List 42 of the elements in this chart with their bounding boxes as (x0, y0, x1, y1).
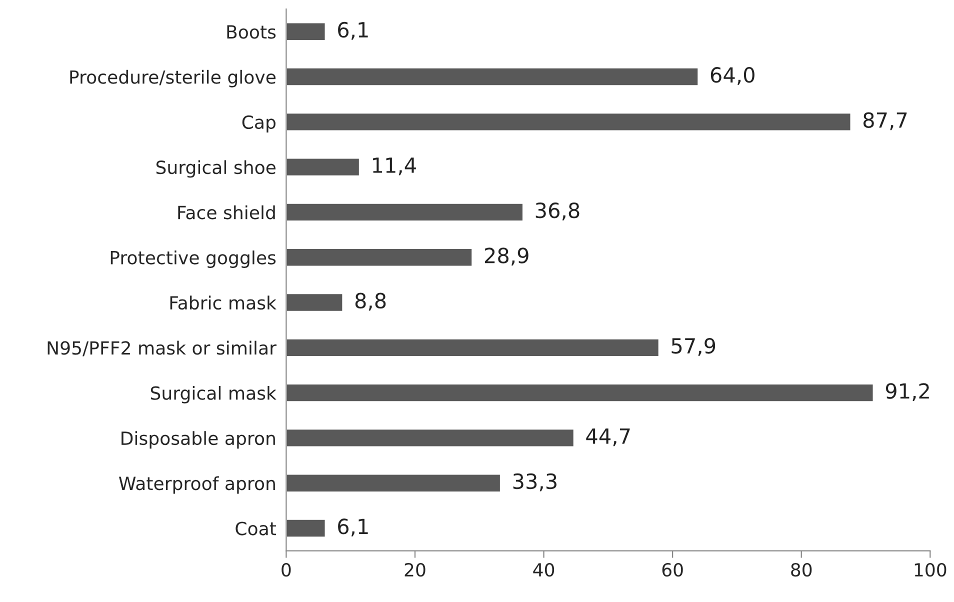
y-tick-label: Cap (242, 115, 276, 133)
bar (286, 518, 326, 538)
bar (286, 157, 360, 177)
data-label: 11,4 (373, 158, 416, 176)
bar (286, 383, 874, 403)
x-tick-label: 20 (404, 562, 426, 577)
data-label: 91,2 (886, 383, 929, 401)
data-label: 57,9 (672, 338, 716, 356)
bar (286, 248, 473, 268)
y-tick-label: Face shield (178, 205, 275, 220)
y-tick-label: Fabric mask (170, 296, 276, 310)
x-tick-label: 60 (662, 562, 683, 577)
bar (286, 202, 524, 222)
bar (286, 338, 660, 358)
y-tick-label: Boots (227, 25, 276, 39)
y-tick-label: Surgical mask (150, 386, 276, 404)
bar (286, 292, 344, 312)
y-tick-label: Procedure/sterile glove (70, 70, 276, 88)
data-label: 36,8 (536, 202, 580, 220)
bar (286, 473, 502, 493)
y-tick-label: Surgical shoe (156, 160, 276, 178)
bar (286, 112, 852, 132)
x-tick-label: 0 (282, 562, 291, 577)
y-tick-label: Disposable apron (122, 431, 275, 449)
x-tick-label: 80 (791, 562, 812, 577)
data-label: 6,1 (338, 22, 368, 40)
data-label: 28,9 (484, 248, 528, 266)
y-tick-label: Protective goggles (110, 250, 276, 268)
y-tick-label: Coat (236, 522, 276, 536)
x-tick-label: 40 (533, 562, 554, 577)
data-label: 87,7 (863, 112, 907, 130)
bar (286, 67, 700, 86)
y-tick-label: N95/PFF2 mask or similar (48, 340, 276, 356)
y-tick-label: Waterproof apron (119, 476, 275, 494)
data-label: 6,1 (338, 518, 368, 536)
data-label: 8,8 (355, 292, 386, 311)
data-label: 44,7 (586, 428, 630, 446)
x-tick-label: 100 (914, 562, 946, 577)
data-label: 33,3 (513, 473, 556, 492)
data-label: 64,0 (710, 67, 754, 85)
bar (286, 428, 575, 448)
bar (286, 22, 326, 42)
